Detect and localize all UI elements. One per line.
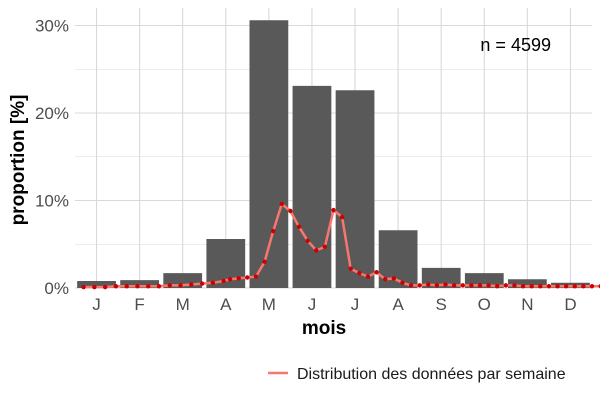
x-axis-title: mois xyxy=(302,318,346,339)
weekly-point-52 xyxy=(546,284,552,289)
weekly-point-48 xyxy=(512,283,517,288)
x-tick-label: J xyxy=(92,295,101,314)
weekly-point-31 xyxy=(365,274,371,279)
weekly-point-49 xyxy=(520,284,526,289)
weekly-point-47 xyxy=(503,283,509,288)
x-tick-label: A xyxy=(220,295,232,314)
weekly-point-38 xyxy=(426,282,431,287)
weekly-point-46 xyxy=(495,284,500,289)
y-tick-label: 20% xyxy=(35,104,69,123)
x-tick-label: N xyxy=(521,295,533,314)
weekly-point-40 xyxy=(443,282,448,287)
weekly-point-51 xyxy=(538,284,543,289)
weekly-point-13 xyxy=(210,280,216,285)
weekly-point-1 xyxy=(81,284,86,290)
weekly-point-56 xyxy=(581,284,586,289)
weekly-point-8 xyxy=(156,284,162,289)
weekly-point-16 xyxy=(236,276,241,281)
weekly-point-11 xyxy=(189,282,194,287)
points-layer xyxy=(81,201,600,290)
x-tick-label: M xyxy=(176,295,190,314)
y-tick-labels: 0% 10% 20% 30% xyxy=(35,17,69,299)
weekly-point-43 xyxy=(469,283,474,288)
bar-11 xyxy=(507,279,547,288)
weekly-point-22 xyxy=(288,208,293,214)
weekly-point-15 xyxy=(227,277,233,282)
weekly-point-2 xyxy=(92,284,97,290)
legend-label: Distribution des données par semaine xyxy=(297,366,566,383)
bar-9 xyxy=(421,267,461,288)
bar-1 xyxy=(77,281,116,288)
x-tick-label: J xyxy=(308,295,317,314)
weekly-point-9 xyxy=(167,283,172,288)
x-tick-label: J xyxy=(351,295,360,314)
y-axis-title: proportion [%] xyxy=(8,95,29,226)
weekly-point-42 xyxy=(460,283,465,288)
weekly-point-29 xyxy=(348,266,353,271)
x-tick-label: D xyxy=(564,295,576,314)
weekly-point-54 xyxy=(563,284,569,289)
weekly-point-14 xyxy=(221,278,226,284)
weekly-point-12 xyxy=(199,281,205,286)
weekly-point-5 xyxy=(124,284,129,289)
weekly-point-7 xyxy=(146,284,151,289)
weekly-point-32 xyxy=(374,270,379,275)
weekly-point-33 xyxy=(383,277,388,282)
weekly-point-6 xyxy=(135,284,140,289)
weekly-point-23 xyxy=(296,224,302,229)
weekly-point-26 xyxy=(322,244,328,250)
x-tick-label: F xyxy=(134,295,144,314)
weekly-point-36 xyxy=(408,283,414,288)
weekly-distribution-line xyxy=(83,202,600,289)
x-tick-label: A xyxy=(392,295,404,314)
weekly-point-24 xyxy=(305,238,310,243)
weekly-point-10 xyxy=(178,283,183,288)
legend: Distribution des données par semaine xyxy=(268,366,566,383)
weekly-point-4 xyxy=(113,284,119,289)
bars-layer xyxy=(77,20,590,288)
weekly-point-35 xyxy=(400,280,405,285)
sample-size-annotation: n = 4599 xyxy=(480,35,551,55)
y-tick-label: 30% xyxy=(35,17,69,36)
weekly-point-39 xyxy=(434,283,440,288)
weekly-point-28 xyxy=(339,214,345,220)
weekly-point-27 xyxy=(331,207,336,213)
x-tick-label: O xyxy=(478,295,491,314)
weekly-point-37 xyxy=(417,283,422,288)
bar-2 xyxy=(120,280,160,288)
weekly-point-53 xyxy=(555,284,560,289)
weekly-point-55 xyxy=(572,284,577,289)
bar-7 xyxy=(335,90,375,288)
weekly-point-20 xyxy=(270,228,276,234)
weekly-point-3 xyxy=(102,284,108,290)
weekly-point-21 xyxy=(279,201,284,207)
weekly-point-34 xyxy=(391,276,397,281)
weekly-point-41 xyxy=(451,283,457,288)
y-tick-label: 0% xyxy=(44,279,69,298)
y-tick-label: 10% xyxy=(35,192,69,211)
weekly-point-17 xyxy=(245,275,250,280)
bar-6 xyxy=(292,85,332,288)
weekly-point-57 xyxy=(589,284,595,289)
line-layer xyxy=(83,202,600,289)
weekly-point-45 xyxy=(486,283,491,288)
weekly-point-19 xyxy=(262,259,267,264)
weekly-point-18 xyxy=(253,274,259,279)
x-tick-label: M xyxy=(262,295,276,314)
x-tick-label: S xyxy=(436,295,447,314)
weekly-point-25 xyxy=(314,248,319,253)
weekly-point-50 xyxy=(529,284,534,289)
weekly-point-30 xyxy=(357,270,362,276)
weekly-point-44 xyxy=(477,283,483,288)
